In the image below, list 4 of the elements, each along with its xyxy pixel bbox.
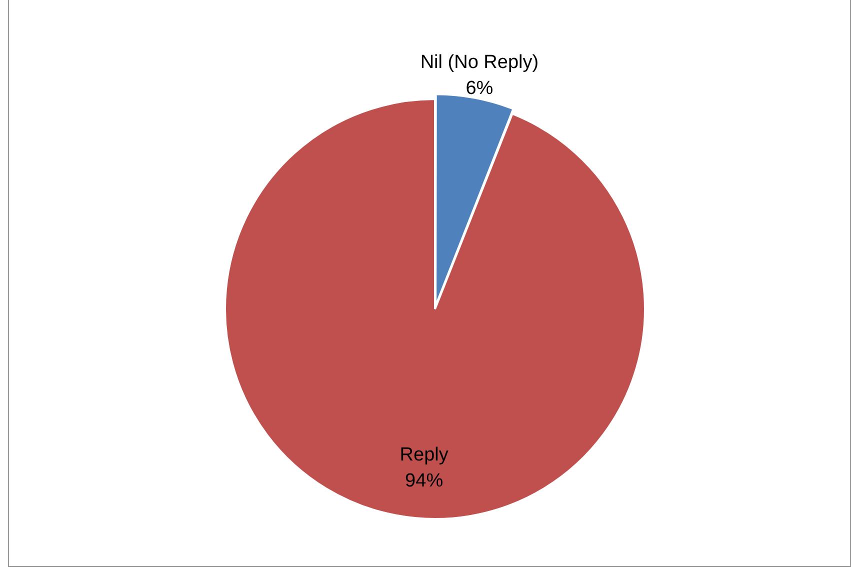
slice-label: Nil (No Reply) xyxy=(420,52,539,74)
data-label: 6% xyxy=(466,78,494,100)
data-label: 94% xyxy=(405,470,444,492)
slice-label: Reply xyxy=(400,444,449,466)
